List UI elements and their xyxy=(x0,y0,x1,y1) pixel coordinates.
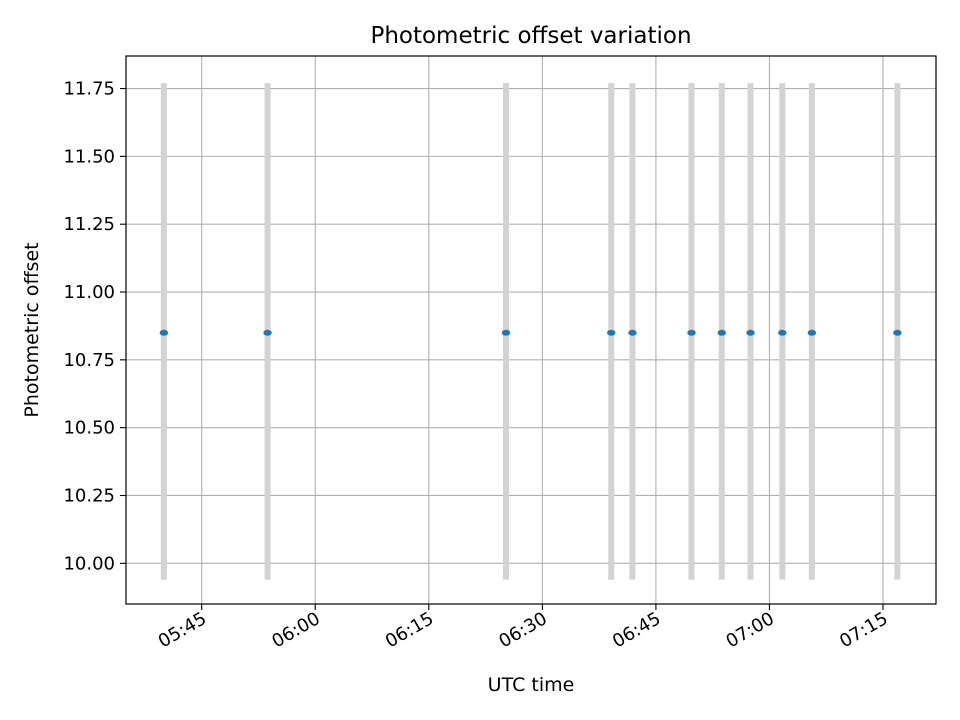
y-tick-label: 11.25 xyxy=(63,214,115,235)
chart-title: Photometric offset variation xyxy=(370,23,691,49)
data-point xyxy=(607,329,616,336)
data-point xyxy=(778,329,787,336)
y-axis-ticks: 10.00 10.25 10.50 10.75 11.00 11.25 11.50 11.75 xyxy=(63,79,126,574)
data-point xyxy=(746,329,755,336)
data-point xyxy=(501,329,511,336)
plot-frame xyxy=(125,55,937,605)
y-tick-label: 11.00 xyxy=(63,282,115,303)
x-axis-label: UTC time xyxy=(488,674,575,696)
y-tick-label: 10.75 xyxy=(63,350,115,371)
data-point xyxy=(687,329,696,336)
y-tick-label: 10.00 xyxy=(63,553,115,574)
y-tick-label: 10.50 xyxy=(63,418,115,439)
plot-area xyxy=(126,56,936,604)
data-point xyxy=(263,329,272,336)
data-point xyxy=(159,329,169,336)
grid xyxy=(126,56,936,604)
y-tick-label: 11.50 xyxy=(63,146,115,167)
data-point xyxy=(807,329,817,336)
data-points xyxy=(159,329,902,336)
y-axis-label: Photometric offset xyxy=(21,242,43,417)
data-point xyxy=(893,329,902,336)
y-tick-label: 10.25 xyxy=(63,485,115,506)
data-point xyxy=(628,329,637,336)
data-point xyxy=(717,329,726,336)
y-tick-label: 11.75 xyxy=(63,79,115,100)
